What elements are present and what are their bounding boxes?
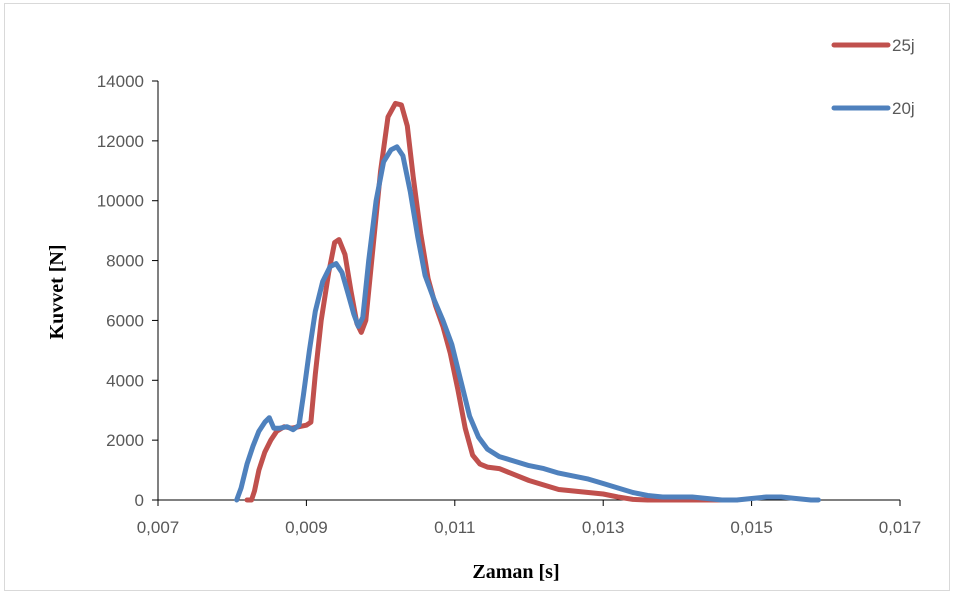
y-axis-title: Kuvvet [N] [46, 245, 68, 340]
x-tick-label: 0,011 [434, 518, 475, 537]
series-line-20j [234, 144, 821, 503]
x-tick-label: 0,007 [137, 518, 180, 537]
legend-label-20j: 20j [892, 99, 915, 118]
x-tick-label: 0,013 [582, 518, 625, 537]
x-tick-label: 0,017 [879, 518, 922, 537]
y-tick-label: 0 [135, 491, 144, 510]
legend: 25j 20j [831, 36, 915, 118]
series-line-25j [244, 100, 740, 503]
x-axis-title: Zaman [s] [472, 561, 559, 583]
legend-label-25j: 25j [892, 36, 915, 55]
y-tick-label: 14000 [97, 72, 144, 91]
y-tick-label: 12000 [97, 132, 144, 151]
y-tick-label: 8000 [106, 252, 144, 271]
chart-area: 0 2000 4000 6000 8000 10000 12000 14000 0,007 0,0… [4, 3, 950, 591]
y-tick-label: 10000 [97, 192, 144, 211]
y-tick-label: 4000 [106, 371, 144, 390]
x-tick-label: 0,009 [285, 518, 328, 537]
series-layer [234, 100, 821, 503]
y-tick-label: 2000 [106, 431, 144, 450]
line-chart: 0 2000 4000 6000 8000 10000 12000 14000 0,007 0,0… [46, 36, 922, 583]
y-tick-label: 6000 [106, 311, 144, 330]
x-tick-label: 0,015 [730, 518, 773, 537]
tick-labels: 0 2000 4000 6000 8000 10000 12000 14000 0,007 0,0… [97, 72, 922, 537]
plot-axes [152, 80, 901, 506]
